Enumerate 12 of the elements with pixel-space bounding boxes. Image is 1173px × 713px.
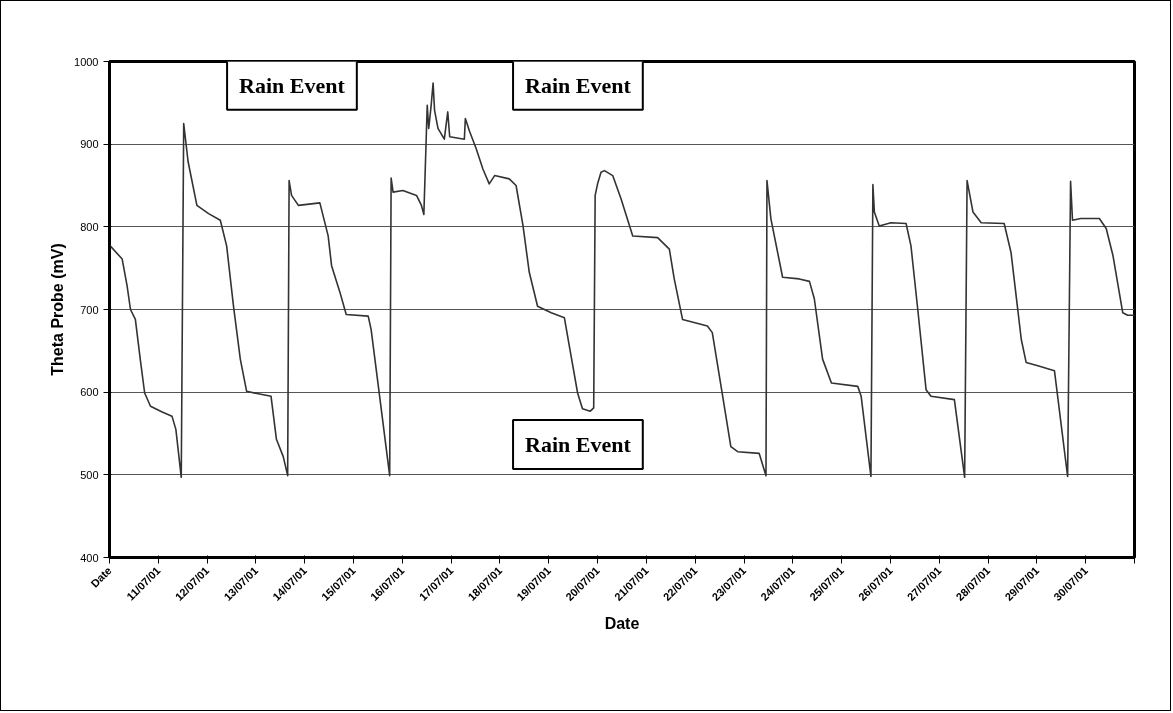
x-axis-title: Date bbox=[604, 615, 640, 633]
annotation: Rain Event bbox=[525, 72, 632, 98]
y-axis-title: Theta Probe (mV) bbox=[49, 243, 67, 376]
annotation: Rain Event bbox=[239, 72, 346, 98]
y-tick-label: 400 bbox=[80, 551, 99, 564]
annotation: Rain Event bbox=[525, 431, 632, 457]
y-tick-label: 500 bbox=[80, 468, 99, 481]
y-tick-label: 700 bbox=[80, 303, 99, 316]
y-tick-label: 1000 bbox=[74, 55, 99, 68]
y-tick-label: 900 bbox=[80, 138, 99, 151]
y-tick-label: 800 bbox=[80, 220, 99, 233]
y-tick-label: 600 bbox=[80, 386, 99, 399]
